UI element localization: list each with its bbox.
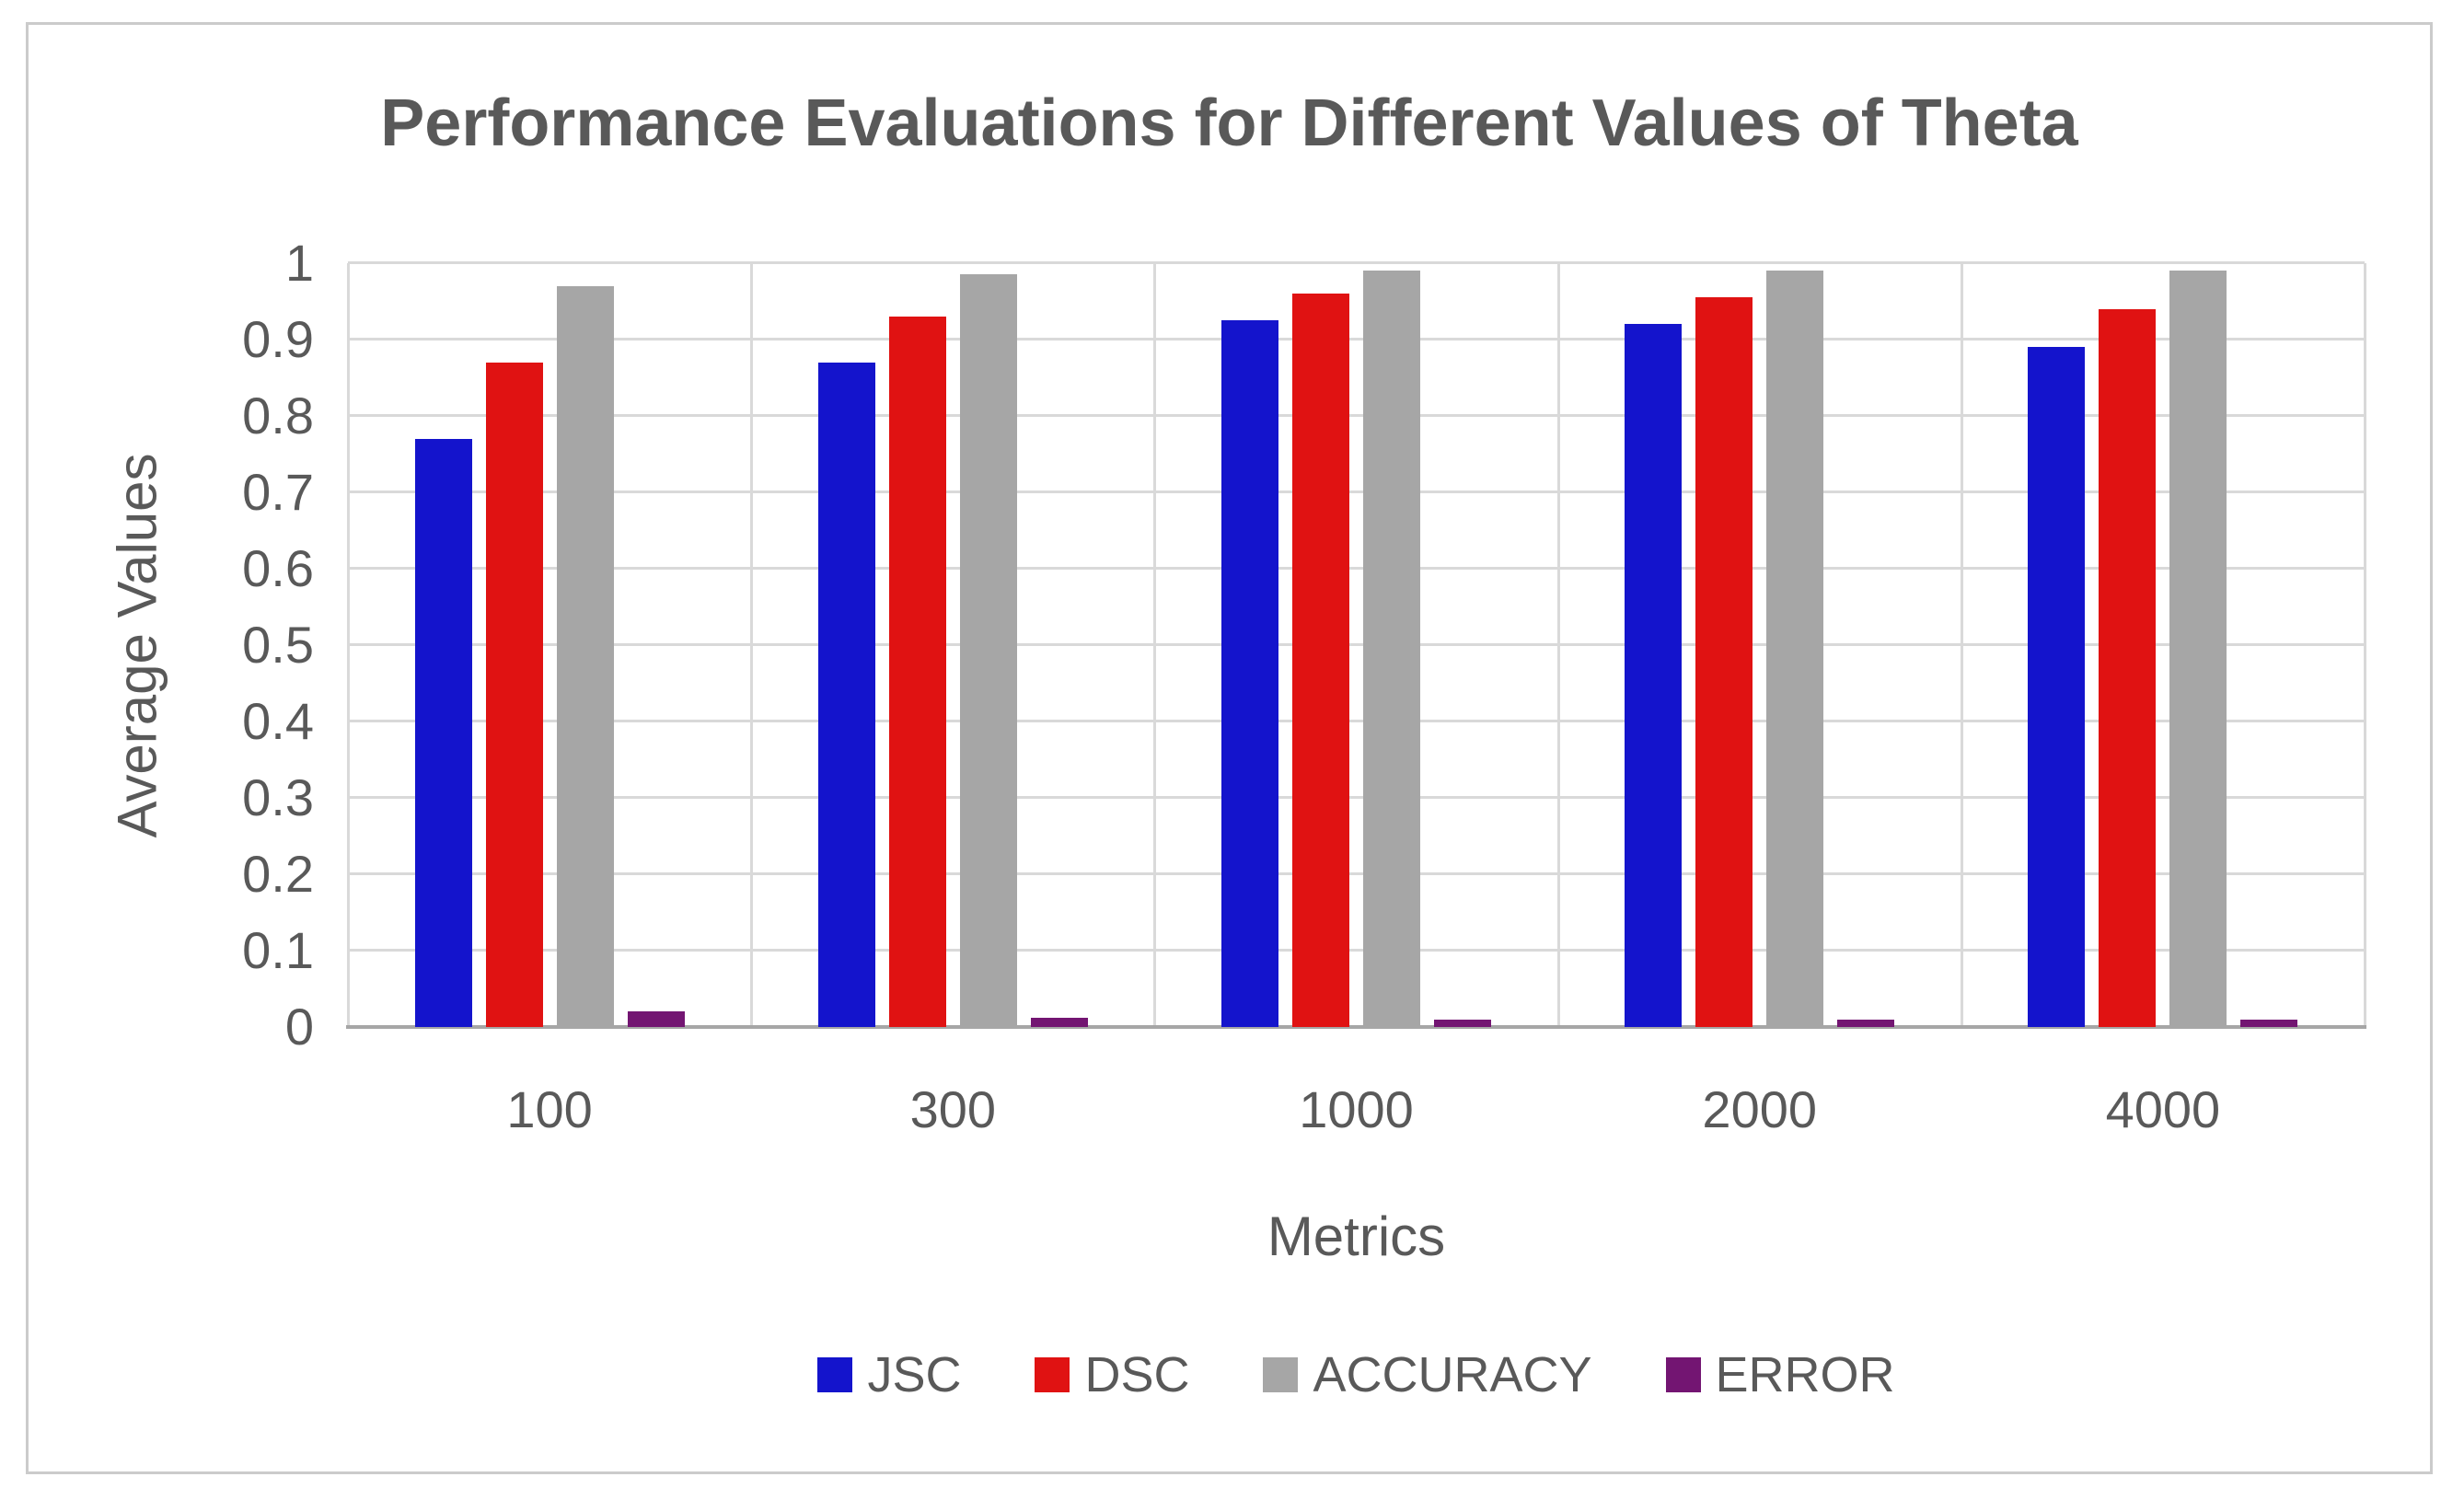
gridline-vertical	[2364, 263, 2366, 1027]
chart-title: Performance Evaluations for Different Va…	[380, 87, 2078, 160]
bar-groups	[348, 263, 2365, 1027]
bar-error-1000	[1434, 1019, 1491, 1027]
bar-error-4000	[2240, 1019, 2298, 1027]
y-tick-label: 0.4	[242, 692, 314, 750]
x-tick-label: 300	[909, 1080, 997, 1138]
bar-accuracy-4000	[2169, 271, 2227, 1027]
y-tick-label: 0.6	[242, 539, 314, 597]
gridline-horizontal	[348, 261, 2365, 264]
legend-item-accuracy: ACCURACY	[1263, 1346, 1592, 1403]
bar-accuracy-100	[556, 285, 614, 1027]
bar-jsc-2000	[1625, 324, 1683, 1027]
legend-item-jsc: JSC	[817, 1346, 961, 1403]
y-tick-label: 0.1	[242, 921, 314, 979]
bar-group-1000	[1154, 263, 1557, 1027]
bar-dsc-4000	[2099, 308, 2157, 1027]
y-tick-label: 0.2	[242, 845, 314, 903]
x-tick-label: 2000	[1702, 1080, 1817, 1138]
gridline-vertical	[347, 263, 350, 1027]
plot-area	[346, 261, 2366, 1029]
bar-accuracy-300	[959, 274, 1017, 1027]
bar-dsc-100	[485, 362, 543, 1027]
bar-group-2000	[1558, 263, 1961, 1027]
x-tick-label: 1000	[1299, 1080, 1414, 1138]
legend-swatch-jsc	[817, 1357, 853, 1392]
gridline-vertical	[1153, 263, 1157, 1027]
gridline-vertical	[750, 263, 754, 1027]
gridline-horizontal	[348, 567, 2365, 570]
bar-jsc-100	[414, 438, 472, 1027]
y-axis-ticks: 0 0.1 0.2 0.3 0.4 0.5 0.6 0.7 0.8 0.9 1	[29, 237, 325, 1053]
legend-swatch-error	[1665, 1357, 1701, 1392]
x-tick-label: 100	[506, 1080, 593, 1138]
x-tick-label: 4000	[2105, 1080, 2221, 1138]
bar-jsc-1000	[1221, 320, 1278, 1027]
gridline-vertical	[1556, 263, 1560, 1027]
legend-swatch-accuracy	[1263, 1357, 1299, 1392]
y-tick-label: 0.5	[242, 616, 314, 674]
bar-group-4000	[1961, 263, 2365, 1027]
bar-error-300	[1030, 1018, 1088, 1027]
bar-jsc-4000	[2028, 347, 2086, 1027]
bar-error-100	[627, 1011, 685, 1027]
y-tick-label: 0.3	[242, 768, 314, 826]
legend-label-jsc: JSC	[867, 1347, 962, 1402]
legend-item-error: ERROR	[1665, 1346, 1895, 1403]
y-tick-label: 1	[284, 234, 314, 292]
x-axis-ticks: 100 300 1000 2000 4000	[348, 1079, 2365, 1139]
y-tick-label: 0.8	[242, 387, 314, 444]
x-axis-line	[346, 1025, 2366, 1029]
gridline-horizontal	[348, 643, 2365, 646]
gridline-vertical	[1960, 263, 1963, 1027]
bar-jsc-300	[817, 362, 875, 1027]
legend-label-error: ERROR	[1715, 1347, 1895, 1402]
bar-accuracy-1000	[1363, 271, 1420, 1027]
bar-accuracy-2000	[1766, 271, 1824, 1027]
bar-error-2000	[1837, 1019, 1895, 1027]
gridline-horizontal	[348, 796, 2365, 799]
gridline-horizontal	[348, 720, 2365, 722]
x-axis-title: Metrics	[1267, 1206, 1446, 1267]
gridline-horizontal	[348, 872, 2365, 875]
y-tick-label: 0	[284, 998, 314, 1056]
legend-item-dsc: DSC	[1035, 1346, 1189, 1403]
legend-label-accuracy: ACCURACY	[1313, 1347, 1592, 1402]
bar-group-300	[751, 263, 1154, 1027]
y-tick-label: 0.9	[242, 310, 314, 368]
gridline-horizontal	[348, 338, 2365, 340]
legend-label-dsc: DSC	[1084, 1347, 1190, 1402]
bar-dsc-300	[888, 317, 946, 1027]
gridline-horizontal	[348, 414, 2365, 417]
legend: JSC DSC ACCURACY ERROR	[348, 1346, 2365, 1403]
bar-dsc-1000	[1292, 294, 1349, 1027]
y-tick-label: 0.7	[242, 463, 314, 521]
chart-card: Performance Evaluations for Different Va…	[26, 22, 2433, 1474]
legend-swatch-dsc	[1035, 1357, 1070, 1392]
gridline-horizontal	[348, 949, 2365, 952]
bar-group-100	[348, 263, 751, 1027]
bar-dsc-2000	[1695, 297, 1753, 1027]
gridline-horizontal	[348, 490, 2365, 493]
